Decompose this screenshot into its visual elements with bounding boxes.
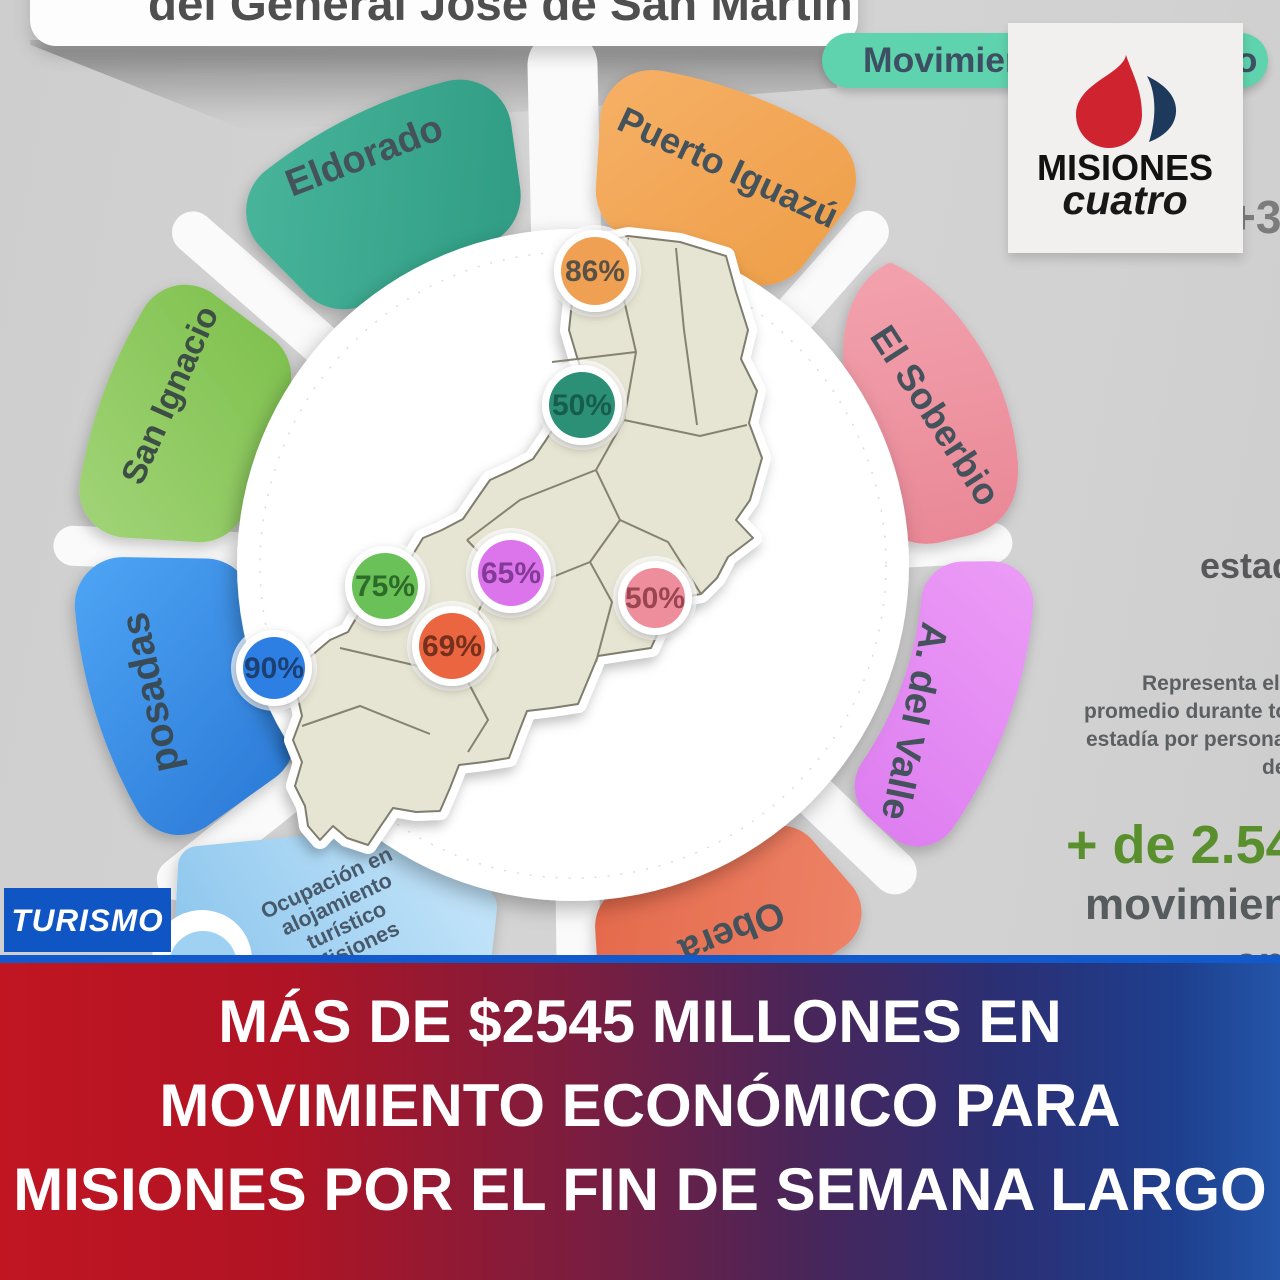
svg-text:65%: 65% bbox=[481, 557, 541, 590]
svg-text:50%: 50% bbox=[552, 389, 612, 422]
svg-text:86%: 86% bbox=[565, 255, 625, 288]
svg-text:69%: 69% bbox=[422, 630, 482, 663]
svg-text:90%: 90% bbox=[244, 652, 304, 685]
svg-text:cuatro: cuatro bbox=[1062, 177, 1187, 223]
svg-text:75%: 75% bbox=[355, 570, 415, 603]
svg-text:MISIONES: MISIONES bbox=[1037, 147, 1213, 188]
svg-text:50%: 50% bbox=[625, 582, 685, 615]
